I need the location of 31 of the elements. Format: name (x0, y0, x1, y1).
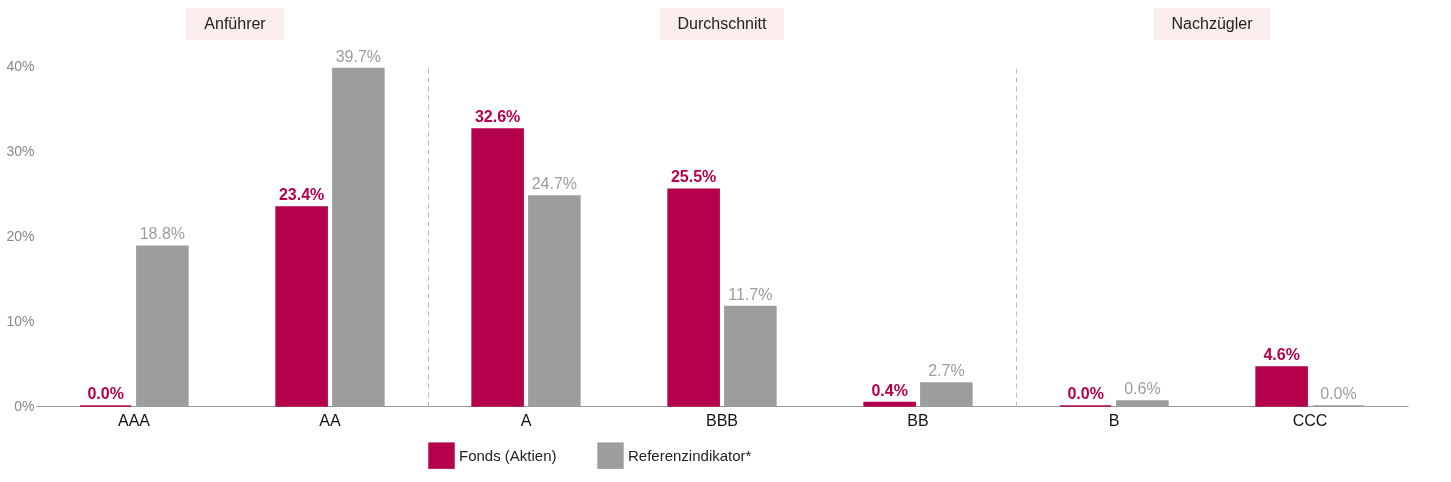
y-tick-label: 10% (6, 312, 35, 329)
x-tick-label: AA (319, 411, 341, 429)
x-tick-label: B (1108, 411, 1120, 429)
data-label: 25.5% (670, 168, 717, 186)
data-label: 2.7% (928, 362, 965, 380)
data-label: 0.4% (871, 381, 908, 399)
y-tick-label: 40% (6, 57, 35, 74)
y-tick-label: 0% (14, 397, 35, 414)
data-label: 23.4% (278, 186, 325, 204)
x-tick-label: AAA (117, 411, 151, 429)
data-label: 4.6% (1263, 345, 1300, 363)
chart-title: Nachzügler (1153, 8, 1271, 40)
data-label: 11.7% (728, 285, 773, 303)
chart-title: Durchschnitt (659, 8, 785, 40)
data-label: 24.7% (531, 175, 578, 193)
x-tick-label: BB (907, 411, 929, 429)
data-label: 0.6% (1124, 379, 1161, 397)
y-tick-label: 30% (6, 142, 35, 159)
data-label: 18.8% (139, 225, 186, 243)
x-tick-label: A (520, 411, 532, 429)
y-tick-label: 20% (6, 227, 35, 244)
x-tick-label: CCC (1292, 411, 1328, 429)
legend-label: Fonds (Aktien) (459, 446, 557, 464)
data-label: 39.7% (335, 47, 382, 65)
x-tick-label: BBB (705, 411, 739, 429)
data-label: 0.0% (1067, 385, 1104, 402)
chart-title: Anführer (186, 8, 284, 40)
data-label: 0.0% (87, 385, 124, 402)
data-label: 0.0% (1320, 385, 1357, 402)
data-label: 32.6% (474, 107, 521, 125)
legend-label: Referenzindikator* (628, 446, 752, 464)
